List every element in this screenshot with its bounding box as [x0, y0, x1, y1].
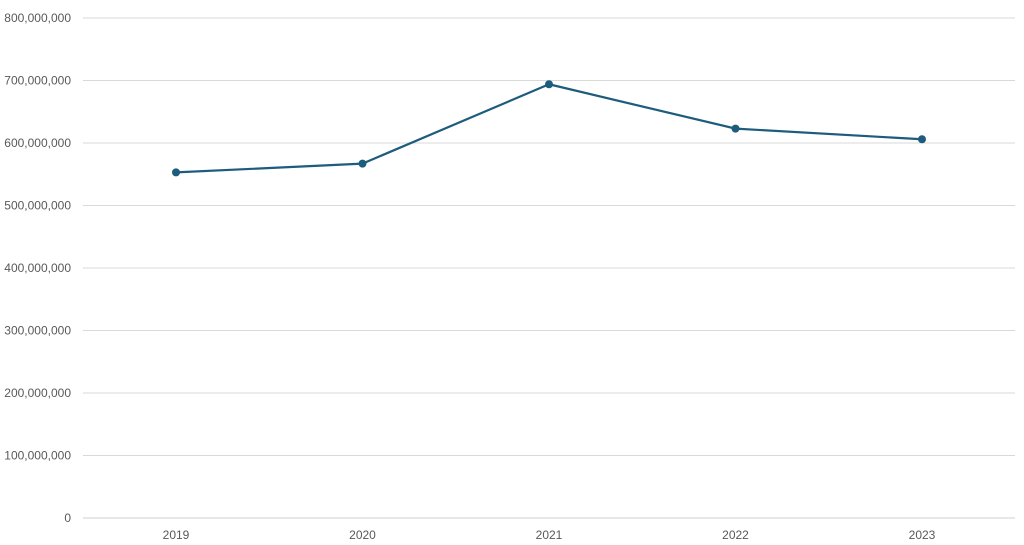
data-point [545, 80, 553, 89]
y-tick-label: 500,000,000 [4, 199, 71, 213]
y-tick-label: 400,000,000 [4, 261, 71, 275]
x-tick-label: 2019 [163, 528, 190, 542]
x-tick-label: 2022 [722, 528, 749, 542]
series-layer [172, 80, 926, 177]
y-tick-label: 100,000,000 [4, 449, 71, 463]
data-point [918, 135, 926, 144]
y-tick-label: 200,000,000 [4, 386, 71, 400]
y-tick-label: 800,000,000 [4, 11, 71, 25]
x-tick-label: 2021 [536, 528, 563, 542]
grid-layer [83, 17, 1015, 519]
x-tick-label: 2023 [909, 528, 936, 542]
data-point [172, 168, 180, 177]
series-line [174, 83, 924, 174]
data-point [358, 159, 367, 168]
axis-layer: 0 100,000,000 200,000,000 300,000,000 400,00… [4, 11, 935, 542]
y-tick-label: 0 [64, 511, 71, 525]
y-tick-label: 300,000,000 [4, 324, 71, 338]
data-point [731, 124, 740, 133]
y-tick-label: 700,000,000 [4, 74, 71, 88]
y-tick-label: 600,000,000 [4, 136, 71, 150]
x-tick-label: 2020 [349, 528, 376, 542]
